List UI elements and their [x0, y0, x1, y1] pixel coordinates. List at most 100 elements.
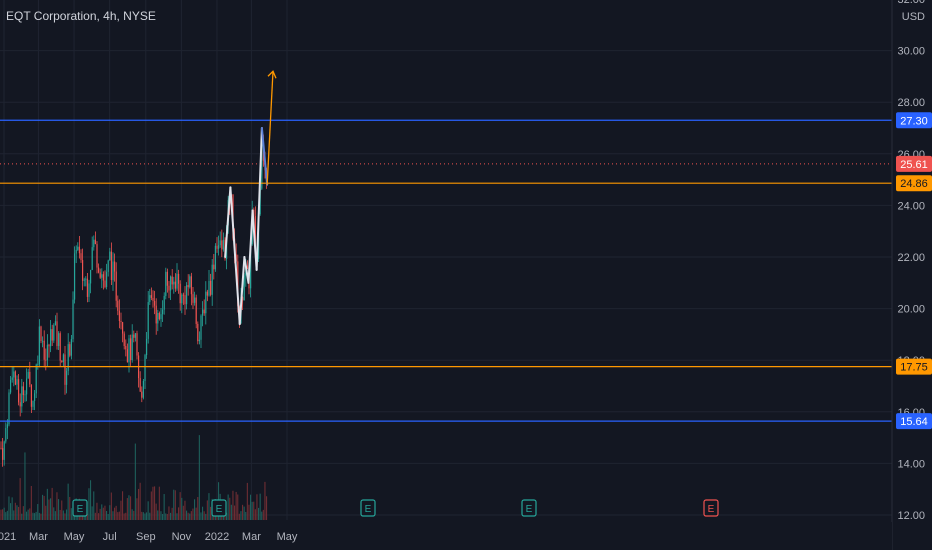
candle-body [67, 344, 69, 371]
candle-body [114, 261, 116, 272]
volume-bar [234, 505, 236, 520]
candle-body [218, 245, 220, 249]
volume-bar [70, 508, 72, 520]
earnings-marker [72, 499, 88, 517]
candle-body [222, 239, 224, 250]
candle-body [198, 339, 200, 342]
volume-bar [66, 509, 68, 520]
candle-body [160, 314, 162, 320]
candle-body [254, 216, 256, 254]
volume-bar [142, 512, 144, 520]
candle-body [216, 245, 218, 249]
candle-body [43, 340, 45, 360]
candle-body [69, 344, 71, 356]
candle-body [10, 379, 12, 393]
price-tag-label: 24.86 [900, 178, 928, 190]
candle-body [106, 271, 108, 287]
candle-body [178, 273, 180, 284]
pattern-segment [260, 127, 269, 186]
volume-bar [134, 443, 136, 520]
volume-bar [120, 500, 122, 520]
time-axis-bg [0, 522, 892, 550]
candle-body [21, 386, 23, 407]
candle-body [168, 285, 170, 291]
candle-body [221, 240, 223, 250]
volume-bar [130, 496, 132, 520]
volume-bar [173, 489, 175, 520]
x-tick-label: 2022 [205, 531, 229, 543]
candle-body [259, 188, 261, 215]
candle-body [165, 271, 167, 296]
earnings-marker-label: E [526, 504, 533, 515]
chart-title: EQT Corporation, 4h, NYSE [6, 9, 156, 23]
candle-body [122, 322, 124, 334]
volume-bar [43, 495, 45, 520]
candle-body [88, 283, 90, 297]
candle-body [117, 300, 119, 311]
volume-bar [251, 501, 253, 520]
volume-bar [128, 495, 130, 520]
volume-bar [8, 496, 10, 520]
candle-body [219, 240, 221, 246]
candle-body [181, 294, 183, 304]
candle-body [94, 239, 96, 245]
volume-bar [157, 510, 159, 520]
candle-body [46, 344, 48, 361]
volume-bar [224, 513, 226, 520]
candle-body [189, 276, 191, 288]
earnings-marker-label: E [365, 504, 372, 515]
volume-bar [5, 512, 7, 520]
volume-bar [245, 511, 247, 520]
volume-bar [147, 501, 149, 520]
candle-body [14, 371, 16, 385]
candle-body [162, 309, 164, 315]
projection-arrow [266, 71, 274, 185]
volume-bar [138, 488, 140, 520]
volume-bar [190, 511, 192, 520]
volume-bar [155, 503, 157, 520]
volume-bar [240, 511, 242, 520]
candle-body [5, 428, 7, 442]
candle-body [19, 402, 21, 407]
candle-body [18, 379, 20, 403]
candle-body [152, 297, 154, 301]
volume-bar [208, 493, 210, 520]
volume-bar [261, 511, 263, 520]
candle-body [54, 321, 56, 326]
candle-body [11, 377, 13, 380]
volume-bar [14, 502, 16, 520]
volume-bar [117, 512, 119, 520]
candle-body [26, 378, 28, 395]
candle-body [77, 246, 79, 250]
volume-bar [179, 492, 181, 520]
candle-body [203, 309, 205, 314]
volume-bar [104, 505, 106, 520]
volume-bar [96, 502, 98, 520]
volume-bar [195, 507, 197, 520]
volume-bar [80, 513, 82, 520]
volume-bar [22, 506, 24, 520]
candle-body [211, 264, 213, 295]
candle-body [80, 253, 82, 261]
candle-body [38, 326, 40, 365]
price-tag-bg [896, 413, 932, 430]
candle-body [133, 334, 135, 338]
price-tag-bg [896, 112, 932, 129]
candle-body [40, 326, 42, 342]
volume-bar [38, 512, 40, 520]
volume-bar [91, 506, 93, 520]
volume-bar [10, 503, 12, 520]
candle-body [35, 364, 37, 394]
earnings-marker [521, 499, 537, 517]
volume-bar [259, 493, 261, 520]
candle-body [85, 278, 87, 280]
volume-bar [30, 485, 32, 520]
volume-bar [152, 486, 154, 520]
price-tag-label: 15.64 [900, 416, 928, 428]
candle-body [202, 309, 204, 316]
volume-bar [203, 511, 205, 520]
volume-bar [242, 504, 244, 520]
volume-bar [16, 505, 18, 520]
volume-bar [32, 512, 34, 520]
